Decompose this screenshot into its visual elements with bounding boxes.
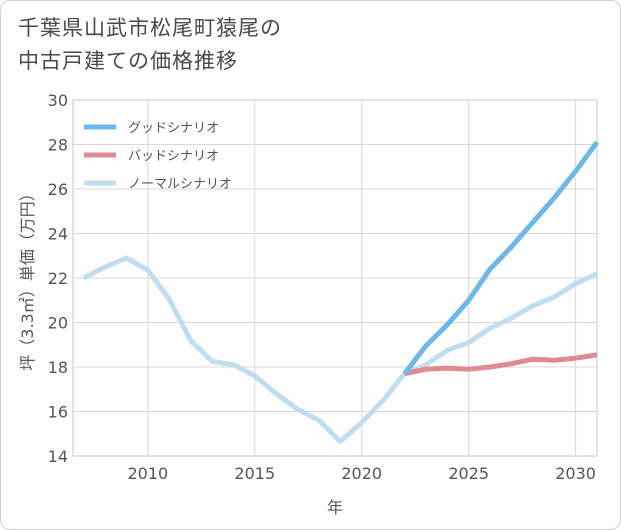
x-axis-label: 年 [327, 498, 343, 517]
y-tick-28: 28 [48, 136, 68, 155]
y-tick-16: 16 [48, 403, 68, 422]
series-line-1 [403, 352, 598, 377]
y-tick-22: 22 [48, 269, 68, 288]
legend-label-0: グッドシナリオ [128, 121, 219, 136]
y-tick-20: 20 [48, 314, 68, 333]
y-axis-label: 坪（3.3㎡）単価（万円） [18, 185, 37, 370]
x-tick-2020: 2020 [341, 464, 382, 483]
x-tick-2010: 2010 [127, 464, 168, 483]
chart-title: 千葉県山武市松尾町猿尾の 中古戸建ての価格推移 [18, 12, 282, 78]
y-tick-18: 18 [48, 358, 68, 377]
series-line-0 [402, 140, 600, 376]
y-tick-30: 30 [48, 91, 68, 110]
x-tick-2030: 2030 [555, 464, 596, 483]
x-tick-2025: 2025 [448, 464, 489, 483]
chart-title-line-1: 千葉県山武市松尾町猿尾の [18, 16, 282, 40]
y-tick-14: 14 [48, 447, 68, 466]
y-tick-labels: 14 16 18 20 22 24 26 28 30 [48, 91, 68, 466]
x-tick-labels: 2010 2015 2020 2025 2030 [127, 464, 595, 483]
legend-label-1: バッドシナリオ [128, 149, 219, 164]
chart-title-line-2: 中古戸建ての価格推移 [18, 49, 238, 73]
grid-lines [73, 100, 597, 456]
series-line-2 [82, 255, 599, 444]
x-tick-2015: 2015 [234, 464, 275, 483]
y-tick-24: 24 [48, 225, 68, 244]
legend-label-2: ノーマルシナリオ [128, 177, 232, 192]
series-lines [82, 140, 600, 444]
y-tick-26: 26 [48, 180, 68, 199]
